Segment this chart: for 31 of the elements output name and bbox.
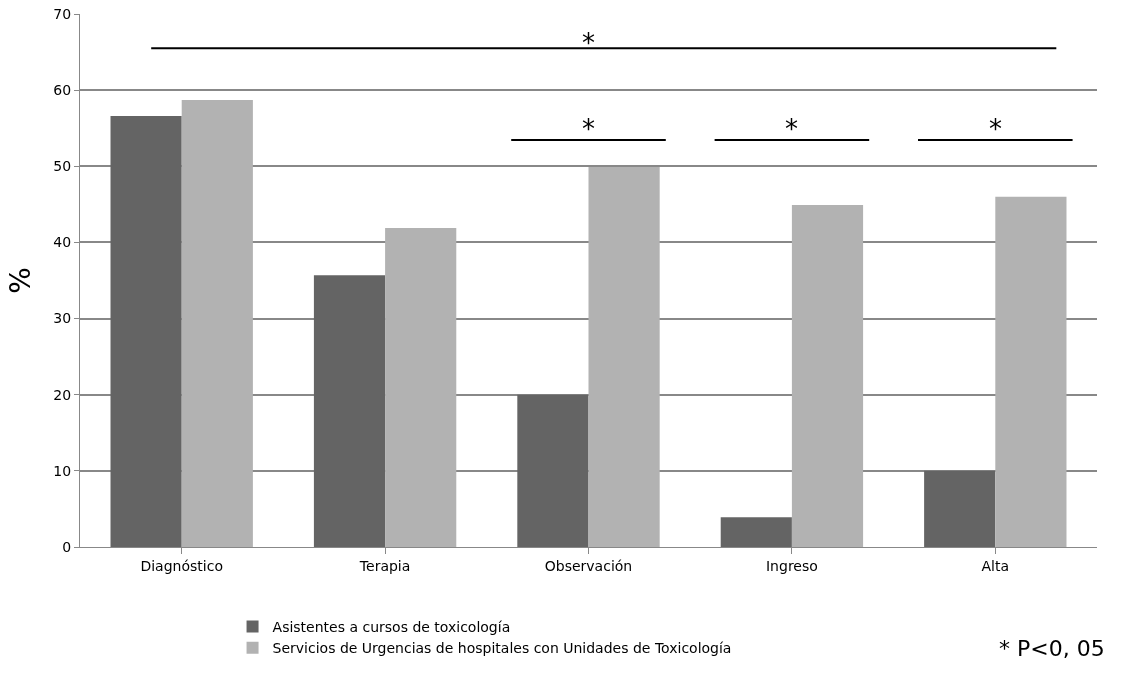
- bar: [924, 470, 996, 547]
- y-tick-label: 20: [53, 386, 72, 403]
- x-tick-label: Ingreso: [765, 557, 818, 574]
- bar: [385, 227, 457, 547]
- legend-label: Servicios de Urgencias de hospitales con Unidades de Toxicología: [272, 640, 732, 657]
- bar: [791, 205, 864, 547]
- y-tick-label: 50: [53, 158, 72, 175]
- x-tick-label: Diagnóstico: [140, 557, 223, 574]
- bar: [720, 517, 792, 547]
- y-tick-label: 30: [53, 310, 72, 327]
- bar: [517, 394, 589, 547]
- bar: [110, 116, 182, 547]
- y-tick-label: 70: [53, 5, 72, 22]
- y-tick-label: 60: [53, 82, 72, 99]
- ref-line-label: *: [582, 28, 595, 58]
- x-tick-label: Observación: [544, 557, 633, 574]
- bar: [181, 100, 253, 547]
- annotation: *: [989, 114, 1002, 144]
- x-tick-label: Alta: [981, 557, 1010, 574]
- annotation: *: [785, 114, 798, 144]
- bar: [995, 196, 1067, 547]
- bar: [313, 275, 386, 547]
- annotation: *: [582, 114, 595, 144]
- bar: [588, 167, 660, 547]
- legend-label: Asistentes a cursos de toxicología: [272, 619, 511, 636]
- text: * P<0, 05: [999, 636, 1105, 661]
- x-tick-label: Terapia: [358, 557, 411, 574]
- y-tick-label: 0: [62, 538, 72, 555]
- y-tick-label: 40: [53, 234, 72, 251]
- y-axis-title: %: [4, 267, 38, 294]
- y-tick-label: 10: [53, 462, 72, 479]
